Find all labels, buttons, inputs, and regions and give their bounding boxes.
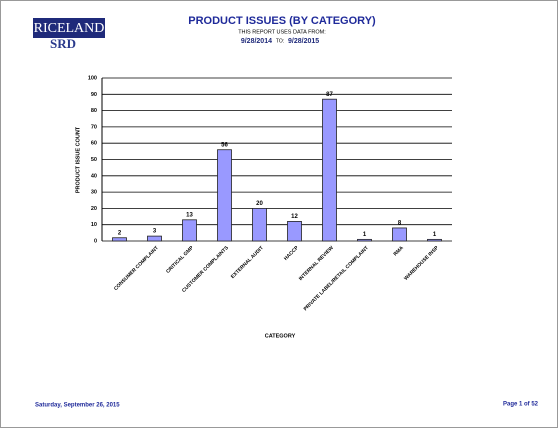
value-label: 87	[326, 92, 333, 98]
bar	[427, 238, 442, 242]
value-label: 3	[153, 229, 157, 235]
y-axis-label: PRODUCT ISSUE COUNT	[75, 126, 81, 193]
date-from: 9/28/2014	[241, 38, 272, 45]
bar	[357, 238, 372, 242]
footer-date: Saturday, September 26, 2015	[35, 403, 120, 409]
value-label: 8	[398, 221, 402, 227]
bar	[287, 221, 302, 242]
value-label: 20	[256, 201, 263, 207]
footer-page: Page 1 of 52	[503, 402, 539, 408]
value-label: 12	[291, 214, 298, 220]
bar	[112, 237, 127, 242]
y-tick-label: 30	[91, 190, 97, 196]
bar	[182, 219, 197, 242]
bar	[252, 207, 267, 242]
y-tick-label: 100	[88, 75, 97, 81]
unit: SRD	[50, 36, 76, 51]
y-tick-label: 0	[94, 238, 97, 244]
bar	[217, 149, 232, 242]
date-to: 9/28/2015	[288, 38, 319, 45]
y-tick-label: 90	[91, 92, 97, 98]
logo-box	[33, 18, 105, 38]
bar	[147, 235, 162, 242]
value-label: 1	[363, 232, 367, 238]
y-tick-label: 70	[91, 124, 97, 130]
bar	[392, 227, 407, 242]
y-tick-label: 40	[91, 173, 97, 179]
y-tick-label: 20	[91, 206, 97, 212]
value-label: 13	[186, 212, 193, 218]
bar	[322, 98, 337, 242]
y-tick-label: 10	[91, 222, 97, 228]
logo: RICELAND	[34, 21, 105, 36]
value-label: 56	[221, 142, 228, 148]
value-label: 1	[433, 232, 437, 238]
report-note: THIS REPORT USES DATA FROM:	[238, 29, 326, 35]
y-tick-label: 60	[91, 141, 97, 147]
to-label: TO:	[276, 38, 284, 44]
y-tick-label: 80	[91, 108, 97, 114]
x-axis-label: CATEGORY	[265, 333, 296, 339]
chart-title: PRODUCT ISSUES (BY CATEGORY)	[188, 15, 376, 27]
y-tick-label: 50	[91, 157, 97, 163]
value-label: 2	[118, 230, 122, 236]
